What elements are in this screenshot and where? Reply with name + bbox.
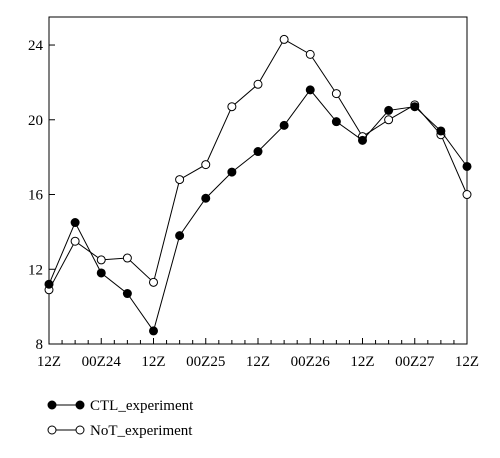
- x-tick-label: 00Z26: [291, 354, 331, 370]
- x-tick-label: 12Z: [350, 354, 374, 370]
- x-axis: 12Z 00Z24 12Z 00Z25 12Z 00Z26 12Z 00Z27 12Z: [37, 338, 479, 370]
- legend-marker: [47, 425, 57, 435]
- data-point: [253, 147, 263, 157]
- data-point: [149, 277, 158, 287]
- data-point: [436, 126, 446, 136]
- x-tick-label: 00Z25: [186, 354, 225, 370]
- y-axis: 8 12 16 20 24: [28, 38, 55, 353]
- data-point: [201, 193, 211, 203]
- x-tick-label: 00Z24: [82, 354, 122, 370]
- data-point: [149, 326, 158, 336]
- data-point: [96, 268, 106, 278]
- series-layer: [44, 34, 472, 336]
- data-point: [175, 231, 185, 241]
- data-point: [201, 160, 211, 170]
- legend-marker: [47, 400, 57, 410]
- data-point: [305, 49, 315, 59]
- data-point: [96, 255, 106, 265]
- data-point: [253, 79, 263, 89]
- y-tick-label: 24: [28, 38, 44, 54]
- data-point: [279, 34, 289, 44]
- series-line: [48, 89, 468, 333]
- plot-frame: [48, 16, 468, 345]
- legend-label: CTL_experiment: [90, 398, 194, 414]
- data-point: [384, 115, 394, 125]
- data-point: [279, 120, 289, 130]
- data-point: [331, 117, 341, 127]
- data-point: [358, 135, 367, 145]
- data-point: [122, 253, 132, 263]
- data-point: [384, 105, 394, 115]
- legend-marker: [75, 425, 85, 435]
- x-tick-label: 12Z: [141, 354, 165, 370]
- legend-item: CTL_experiment: [47, 398, 194, 414]
- series-ctl-experiment: [44, 85, 472, 336]
- data-point: [410, 102, 420, 112]
- data-point: [227, 102, 237, 112]
- data-point: [44, 279, 54, 289]
- x-tick-label: 00Z27: [395, 354, 435, 370]
- x-tick-label: 12Z: [455, 354, 479, 370]
- y-tick-label: 12: [28, 262, 43, 278]
- data-point: [70, 218, 80, 228]
- data-point: [175, 175, 185, 185]
- x-tick-label: 12Z: [246, 354, 270, 370]
- data-point: [331, 89, 341, 99]
- y-tick-label: 8: [36, 337, 44, 353]
- y-tick-label: 20: [28, 113, 43, 129]
- legend-marker: [75, 400, 85, 410]
- series-not-experiment: [44, 34, 472, 295]
- legend-item: NoT_experiment: [47, 423, 193, 439]
- x-tick-label: 12Z: [37, 354, 61, 370]
- data-point: [462, 161, 472, 171]
- data-point: [227, 167, 237, 177]
- data-point: [305, 85, 315, 95]
- legend-label: NoT_experiment: [90, 423, 193, 439]
- data-point: [122, 289, 132, 299]
- series-line: [48, 38, 468, 291]
- legend: CTL_experiment NoT_experiment: [47, 398, 194, 439]
- data-point: [462, 190, 472, 200]
- y-tick-label: 16: [28, 188, 44, 204]
- data-point: [70, 236, 80, 246]
